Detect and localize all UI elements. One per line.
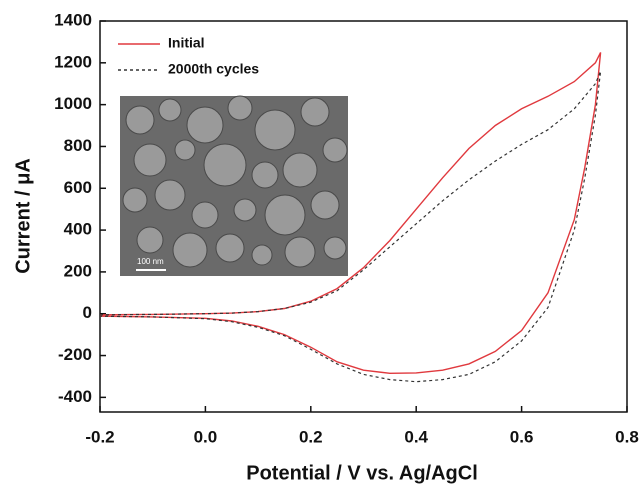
inset-image — [120, 95, 348, 276]
x-axis-label: Potential / V vs. Ag/AgCl — [246, 462, 478, 484]
y-tick-label: 400 — [64, 220, 92, 239]
legend-label: Initial — [168, 35, 205, 51]
x-tick-label: 0.0 — [194, 427, 218, 446]
plot-frame — [99, 20, 628, 413]
y-tick-label: 1200 — [54, 52, 92, 71]
x-tick-label: -0.2 — [85, 427, 114, 446]
y-tick-label: 1000 — [54, 94, 92, 113]
y-tick-label: 0 — [83, 303, 92, 322]
y-tick-label: 800 — [64, 136, 92, 155]
x-tick-label: 0.4 — [404, 427, 428, 446]
y-axis-label: Current / μA — [12, 158, 34, 274]
x-tick-label: 0.6 — [510, 427, 534, 446]
series-line — [99, 70, 602, 383]
y-tick-label: -200 — [58, 345, 92, 364]
y-tick-label: 600 — [64, 178, 92, 197]
legend-label: 2000th cycles — [168, 61, 259, 77]
x-tick-label: 0.8 — [615, 427, 639, 446]
y-tick-label: -400 — [58, 387, 92, 406]
x-tick-label: 0.2 — [299, 427, 323, 446]
y-tick-label: 200 — [64, 261, 92, 280]
inset-scale-label: 100 nm — [137, 257, 164, 266]
y-tick-label: 1400 — [54, 10, 92, 29]
